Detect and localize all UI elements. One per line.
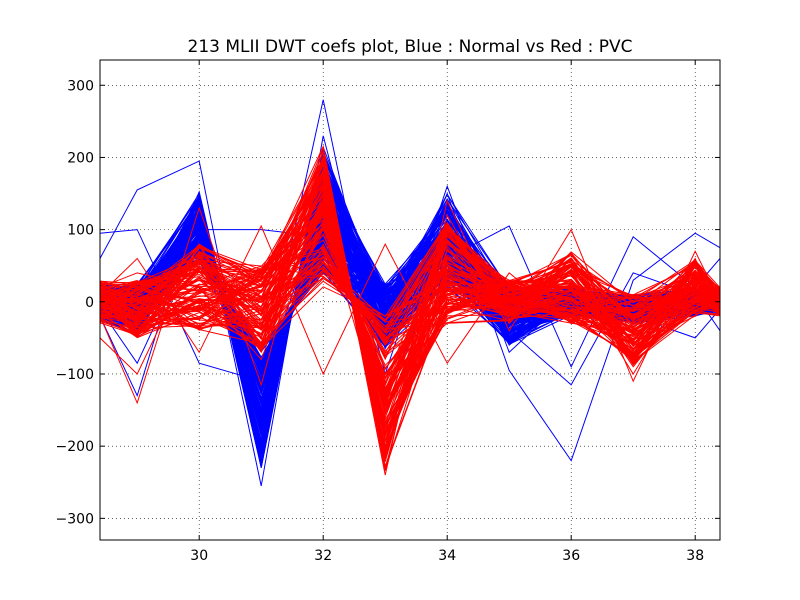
series-pvc-line bbox=[100, 261, 720, 327]
series-pvc-line bbox=[100, 204, 720, 414]
chart-title: 213 MLII DWT coefs plot, Blue : Normal v… bbox=[188, 37, 633, 57]
series-pvc-line bbox=[100, 214, 720, 434]
series-pvc-line bbox=[100, 150, 720, 454]
plot-frame bbox=[99, 59, 721, 541]
x-tick-label: 38 bbox=[686, 548, 704, 564]
y-tick-label: −200 bbox=[56, 439, 94, 455]
x-tick-label: 36 bbox=[562, 548, 580, 564]
series-pvc-line bbox=[100, 207, 720, 413]
series-pvc-line bbox=[100, 160, 720, 461]
ticks: 30 32 34 36 38 300 200 100 0 −100 −200 −300 bbox=[56, 60, 720, 564]
x-tick-label: 32 bbox=[314, 548, 332, 564]
series-pvc-line bbox=[100, 257, 720, 340]
series-pvc-line bbox=[100, 224, 720, 376]
series-pvc-line bbox=[100, 191, 720, 412]
series-layer bbox=[100, 99, 720, 487]
series-pvc-line bbox=[100, 157, 720, 476]
series-pvc-line bbox=[100, 227, 720, 353]
y-tick-label: 100 bbox=[67, 223, 94, 239]
y-tick-label: 0 bbox=[85, 295, 94, 311]
y-tick-label: 200 bbox=[67, 150, 94, 166]
y-tick-label: −100 bbox=[56, 367, 94, 383]
y-tick-label: 300 bbox=[67, 78, 94, 94]
series-pvc-line bbox=[100, 209, 720, 405]
series-pvc-line bbox=[100, 265, 720, 328]
series-pvc-line bbox=[100, 212, 720, 401]
y-tick-label: −300 bbox=[56, 511, 94, 527]
series-pvc-line bbox=[100, 169, 720, 435]
x-tick-label: 30 bbox=[190, 548, 208, 564]
series-pvc-line bbox=[100, 224, 720, 391]
x-tick-label: 34 bbox=[438, 548, 456, 564]
series-pvc-line bbox=[100, 222, 720, 330]
